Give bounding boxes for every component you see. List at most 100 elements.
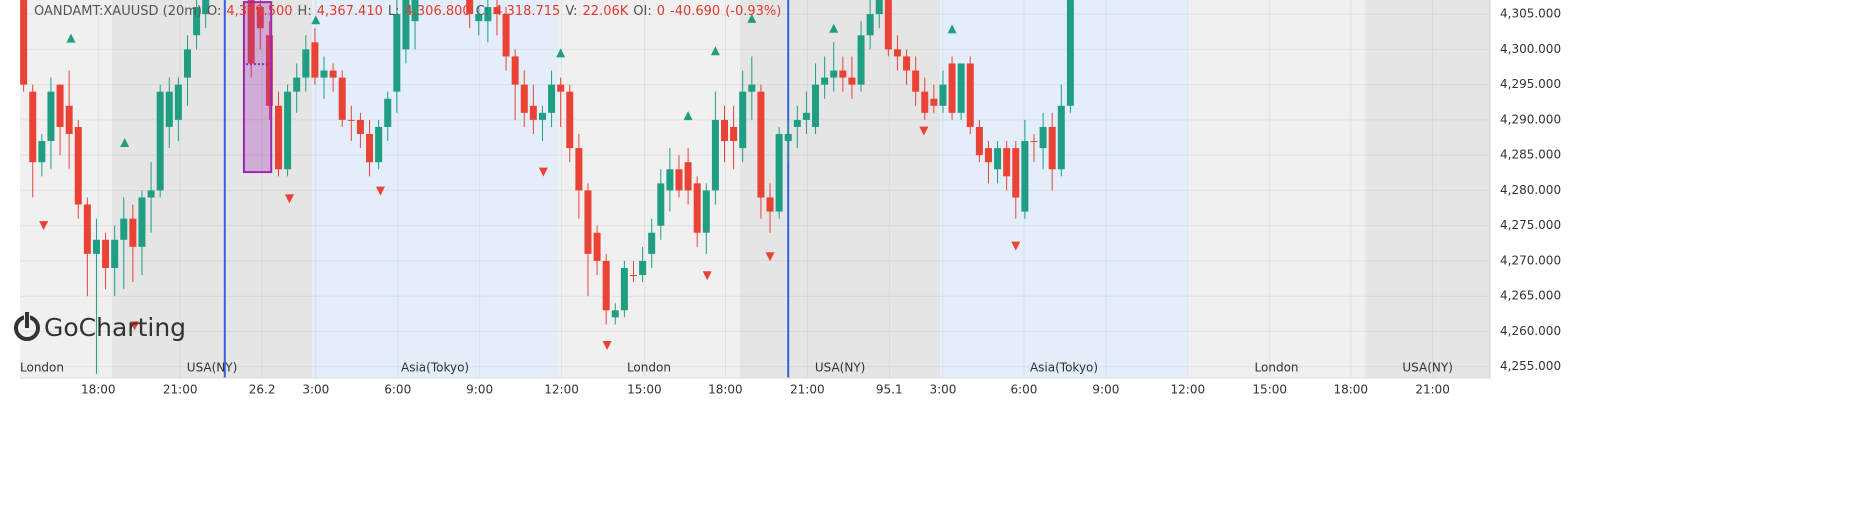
fractal-down — [1011, 241, 1021, 251]
candle-body — [766, 197, 774, 212]
x-tick-label: 21:00 — [790, 383, 825, 397]
candle-body — [538, 112, 546, 120]
candle-body — [1057, 105, 1065, 170]
candle-body — [129, 218, 137, 247]
session-label: London — [1255, 361, 1299, 375]
candle-body — [338, 77, 346, 120]
field-label: V: — [565, 4, 578, 19]
candle-body — [602, 260, 610, 311]
candle-body — [1039, 126, 1047, 149]
candle-body — [92, 239, 100, 254]
candle-body — [529, 105, 537, 120]
candle-body — [775, 133, 783, 212]
field-label: O: — [206, 4, 222, 19]
candle-body — [29, 91, 37, 163]
x-tick-label: 9:00 — [1092, 383, 1119, 397]
legend-header: OANDAMT:XAUUSD (20m) O: 4,309.500 H: 4,367.4… — [34, 4, 781, 19]
candle-body — [848, 77, 856, 85]
candle-body — [939, 84, 947, 106]
candle-body — [966, 63, 974, 127]
candle-body — [329, 70, 337, 78]
candle-body — [511, 56, 519, 85]
x-tick-label: 6:00 — [384, 383, 411, 397]
field-label: OI: — [633, 4, 652, 19]
x-tick-label: 3:00 — [302, 383, 329, 397]
candle-body — [802, 112, 810, 120]
candle-body — [1003, 148, 1011, 177]
candle-body — [666, 169, 674, 191]
fractal-up — [311, 15, 321, 25]
x-tick-label: 12:00 — [1171, 383, 1206, 397]
fractal-down — [130, 321, 140, 331]
candle-body — [984, 148, 992, 163]
x-tick-label: 18:00 — [708, 383, 743, 397]
candle-body — [639, 260, 647, 276]
candle-body — [183, 49, 191, 78]
candle-body — [475, 14, 483, 22]
field-value: 4,318.715 — [494, 4, 561, 19]
candle-body — [793, 119, 801, 127]
candle-body — [111, 239, 119, 268]
candle-body — [994, 148, 1002, 170]
candle-body — [202, 0, 210, 15]
fractal-down — [765, 252, 775, 262]
x-tick-label: 26.2 — [249, 383, 276, 397]
x-tick-label: 12:00 — [544, 383, 579, 397]
fractal-down — [375, 186, 385, 196]
candle-body — [921, 91, 929, 113]
candle-body — [903, 56, 911, 71]
candle-body — [611, 310, 619, 318]
fractal-down — [284, 194, 294, 204]
candle-body — [193, 7, 201, 36]
y-tick-label: 4,290.000 — [1500, 112, 1561, 126]
y-tick-label: 4,280.000 — [1500, 183, 1561, 197]
watermark: GoCharting — [44, 313, 186, 342]
candle-body — [821, 77, 829, 85]
fractal-down — [602, 341, 612, 351]
candle-body — [293, 77, 301, 92]
change-pct: (-0.93%) — [725, 4, 782, 19]
fractal-down — [39, 221, 49, 231]
session-label: USA(NY) — [815, 361, 866, 375]
x-tick-label: 9:00 — [466, 383, 493, 397]
y-tick-label: 4,265.000 — [1500, 289, 1561, 303]
fractal-down — [538, 167, 548, 177]
candle-body — [411, 0, 419, 22]
candle-body — [38, 141, 46, 163]
candle-body — [730, 126, 738, 142]
candle-body — [884, 0, 892, 50]
candle-body — [520, 84, 528, 113]
plot-background — [20, 0, 1490, 378]
session-label: London — [20, 361, 64, 375]
candle-body — [102, 239, 110, 268]
field-value: 22.06K — [582, 4, 629, 19]
candle-body — [948, 63, 956, 113]
field-value: 4,306.800 — [404, 4, 471, 19]
y-tick-label: 4,270.000 — [1500, 253, 1561, 267]
y-tick-label: 4,275.000 — [1500, 218, 1561, 232]
candle-body — [957, 63, 965, 113]
candle-body — [366, 133, 374, 163]
candle-body — [347, 119, 355, 121]
x-tick-label: 3:00 — [929, 383, 956, 397]
x-tick-label: 15:00 — [1252, 383, 1287, 397]
fractal-up — [947, 24, 957, 34]
candle-body — [165, 91, 173, 127]
y-tick-label: 4,300.000 — [1500, 42, 1561, 56]
candle-body — [657, 183, 665, 226]
x-tick-label: 21:00 — [1415, 383, 1450, 397]
candle-body — [693, 183, 701, 233]
candle-body — [493, 7, 501, 15]
candle-body — [356, 119, 364, 134]
candle-body — [1030, 141, 1038, 143]
symbol: OANDAMT:XAUUSD (20m) — [34, 4, 202, 19]
candle-body — [684, 162, 692, 191]
candle-body — [284, 91, 292, 170]
x-tick-label: 6:00 — [1010, 383, 1037, 397]
plot — [20, 0, 1074, 378]
fractal-down — [919, 126, 929, 136]
candle-body — [548, 84, 556, 113]
candle-body — [256, 7, 264, 29]
candle-body — [275, 105, 283, 170]
x-tick-label: 15:00 — [627, 383, 662, 397]
